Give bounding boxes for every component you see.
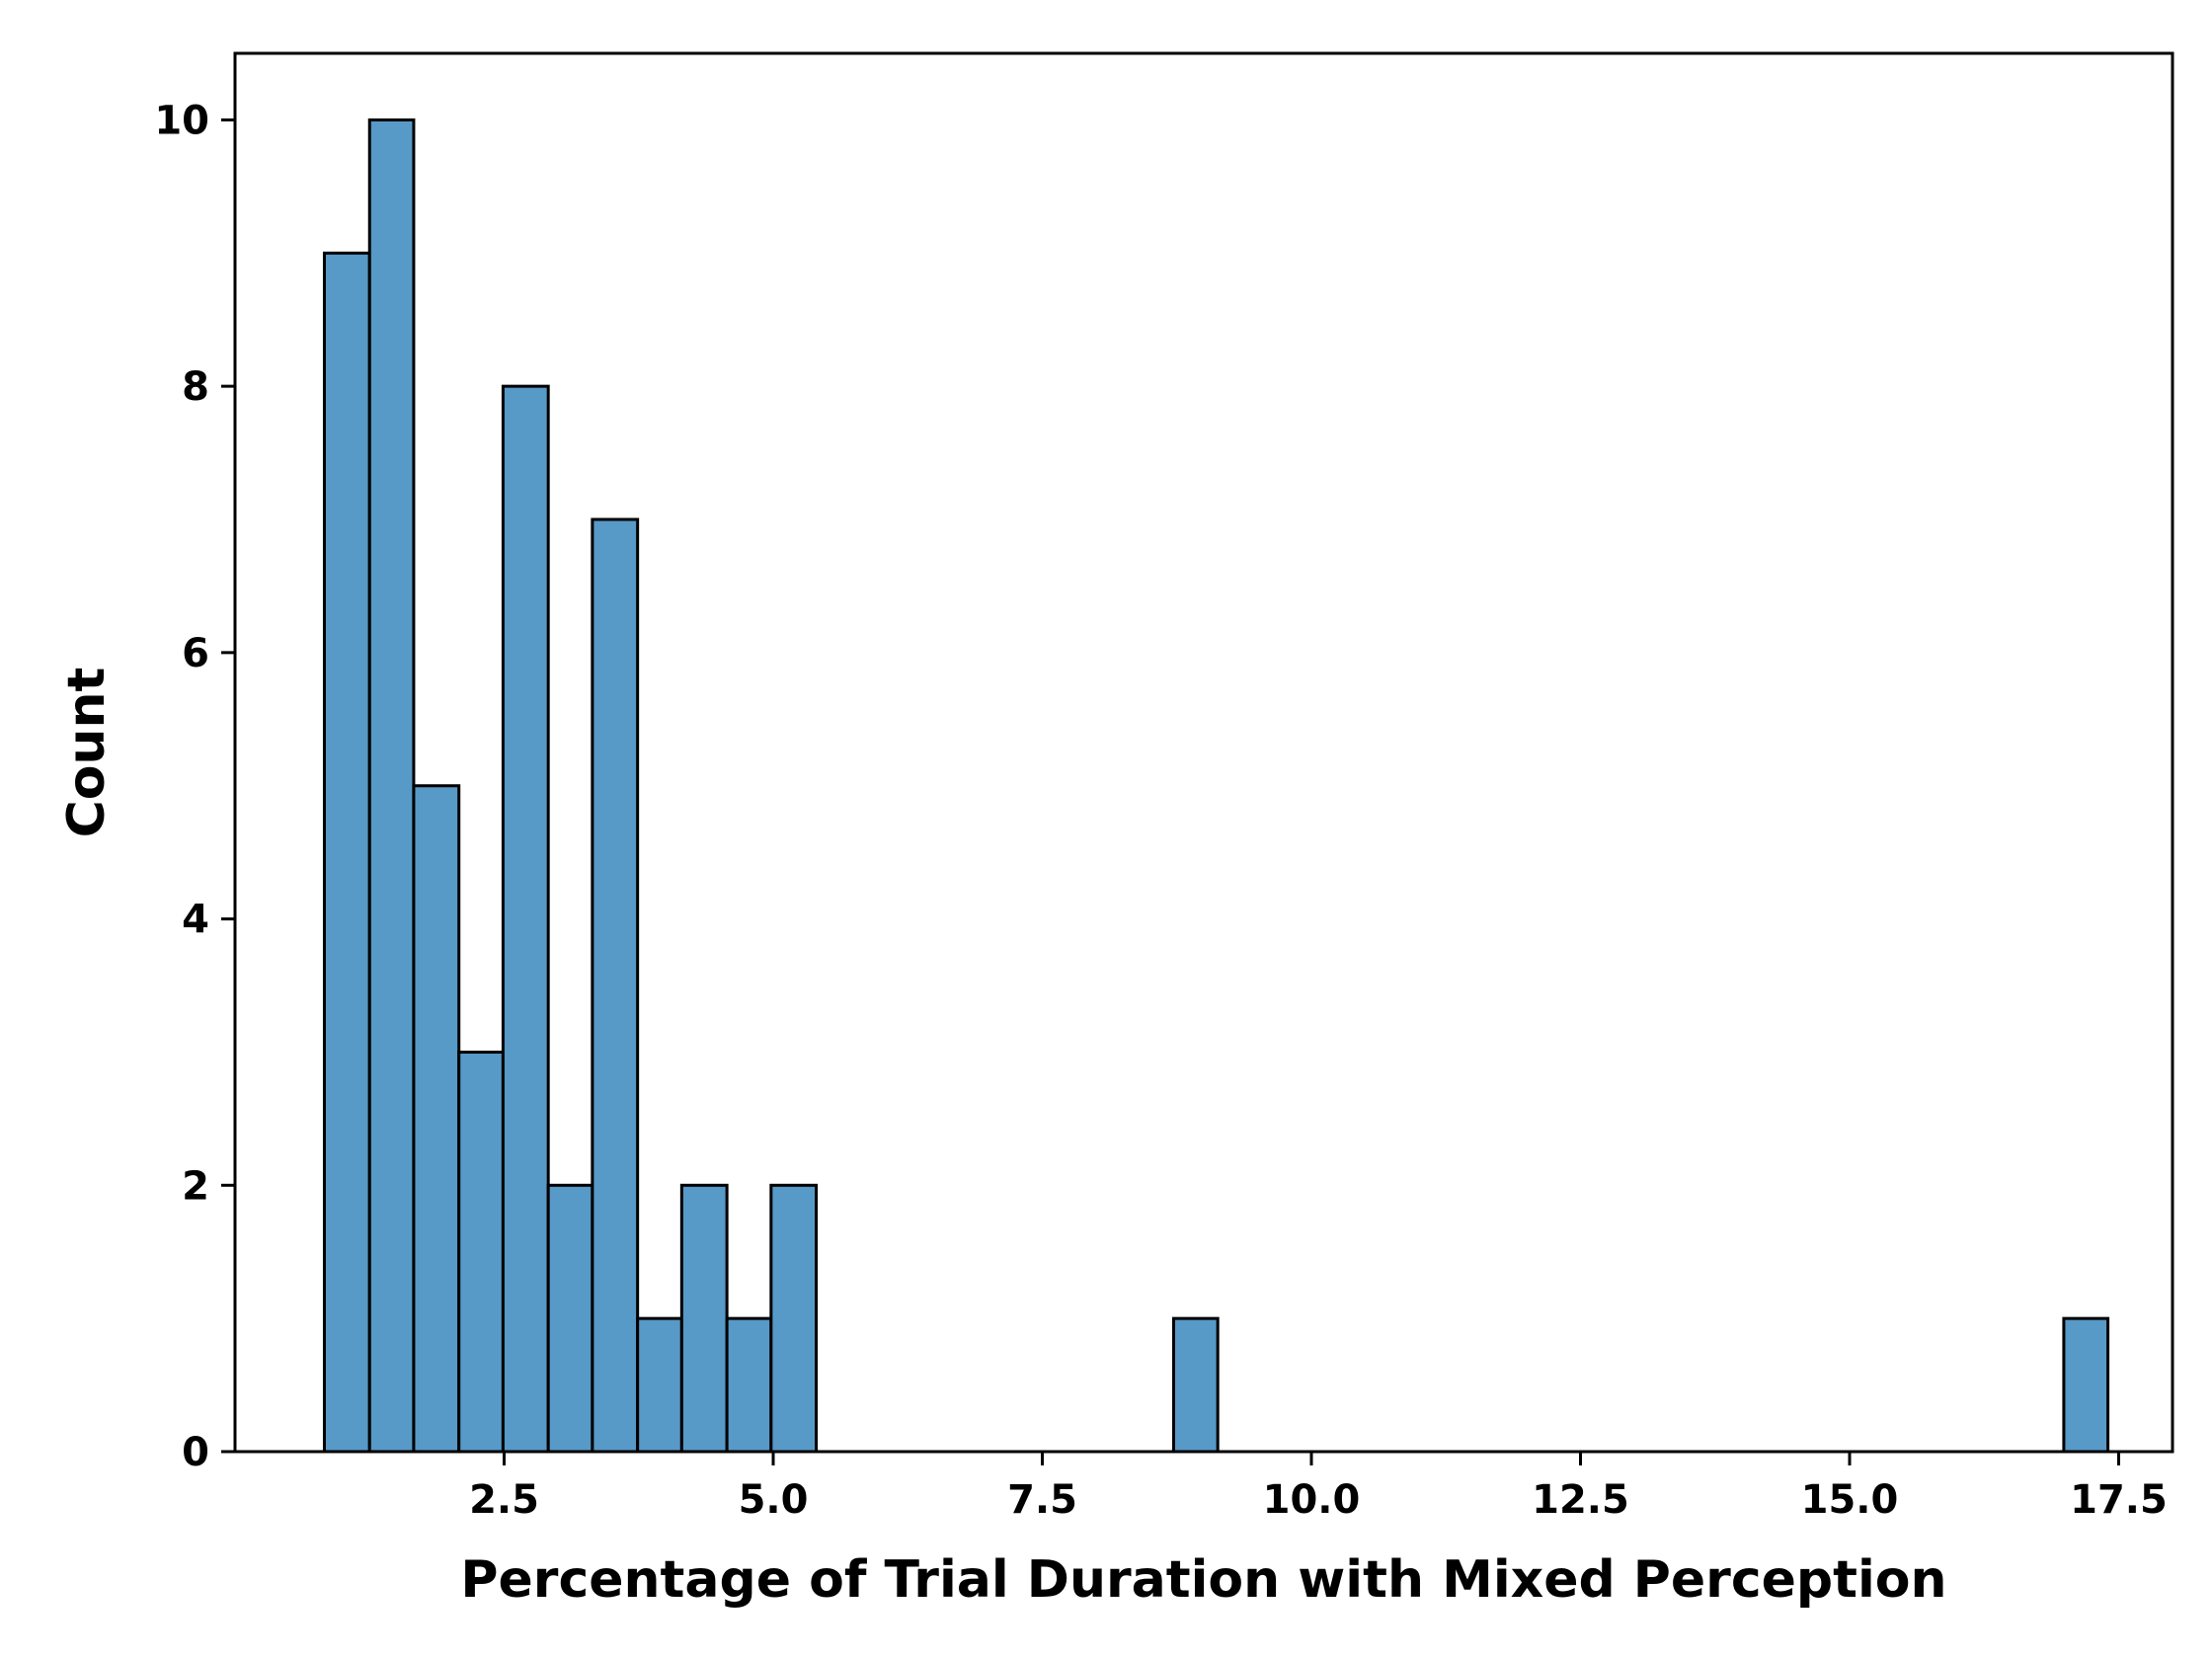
y-tick-label: 0: [182, 1430, 209, 1475]
x-tick-label: 12.5: [1532, 1477, 1629, 1523]
x-tick-label: 10.0: [1263, 1477, 1361, 1523]
histogram-bar: [2062, 1316, 2110, 1454]
x-tick-label: 2.5: [469, 1477, 539, 1523]
histogram-bar: [769, 1183, 819, 1454]
histogram-bar: [322, 251, 371, 1454]
x-tick-label: 17.5: [2070, 1477, 2168, 1523]
y-tick-label: 10: [154, 98, 209, 143]
y-tick-label: 4: [182, 898, 209, 943]
histogram-bar: [725, 1316, 773, 1454]
x-tick-label: 15.0: [1801, 1477, 1899, 1523]
histogram-bar: [412, 784, 461, 1454]
bars-group: [322, 118, 2110, 1454]
x-tick-label: 5.0: [739, 1477, 809, 1523]
y-tick-label: 2: [182, 1163, 209, 1209]
histogram-bar: [591, 517, 640, 1454]
y-axis-ticks: 0 2 4 6 8 10: [154, 98, 235, 1475]
y-tick-label: 6: [182, 631, 209, 676]
histogram-bar: [546, 1183, 594, 1454]
histogram-bar: [501, 384, 550, 1454]
y-tick-label: 8: [182, 364, 209, 410]
plot-frame: [233, 51, 2174, 1454]
x-axis-ticks: 2.5 5.0 7.5 10.0 12.5 15.0 17.5: [469, 1452, 2168, 1523]
y-axis-title: Count: [57, 668, 117, 838]
histogram-bar: [457, 1050, 505, 1454]
x-tick-label: 7.5: [1007, 1477, 1077, 1523]
histogram-bar: [1171, 1316, 1220, 1454]
histogram-bar: [679, 1183, 729, 1454]
x-axis-title: Percentage of Trial Duration with Mixed …: [460, 1550, 1946, 1610]
histogram-bar: [367, 118, 416, 1454]
histogram-bar: [636, 1316, 683, 1454]
